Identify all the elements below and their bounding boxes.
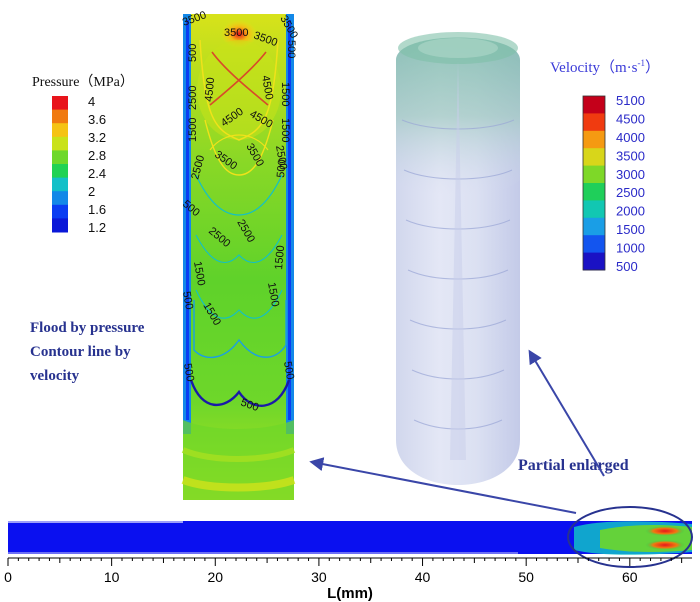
- enlarged-region-marker: [567, 506, 693, 568]
- pressure-color-swatch: [52, 177, 68, 192]
- velocity-tick-label: 2500: [616, 185, 645, 200]
- velocity-tick-label: 1000: [616, 241, 645, 256]
- x-tick-label: 30: [311, 569, 327, 585]
- pressure-legend-title: Pressure（MPa）: [32, 74, 134, 90]
- velocity-tick-label: 4000: [616, 130, 645, 145]
- contour-label: 1500: [191, 260, 207, 286]
- x-axis-label: L(mm): [327, 585, 373, 602]
- velocity-color-swatch: [583, 252, 605, 271]
- arrow-to-field: [309, 457, 577, 514]
- x-tick-label: 0: [4, 569, 12, 585]
- velocity-tick-label: 1500: [616, 222, 645, 237]
- contour-label: 500: [180, 290, 195, 310]
- velocity-color-swatch: [583, 113, 605, 132]
- full-domain-strip: [8, 506, 693, 568]
- velocity-legend-title: Velocity（m·s-1）: [550, 58, 660, 76]
- velocity-color-swatch: [583, 165, 605, 184]
- flood-line-2: Contour line by: [30, 344, 131, 360]
- contour-label: 500: [239, 397, 260, 415]
- pressure-color-swatch: [52, 123, 68, 138]
- pressure-color-swatch: [52, 150, 68, 165]
- velocity-colorbar-frame: [582, 95, 606, 271]
- pressure-color-swatch: [52, 204, 68, 219]
- x-tick-label: 20: [207, 569, 223, 585]
- x-axis-ticks: 0 10 20 30 40 50 60: [4, 558, 683, 585]
- pressure-tick-label: 3.6: [88, 112, 106, 127]
- pressure-tick-label: 3.2: [88, 130, 106, 145]
- pressure-tick-label: 1.2: [88, 220, 106, 235]
- pressure-colorbar: [52, 96, 68, 233]
- contour-label: 500: [281, 360, 296, 380]
- contour-label: 4500: [259, 74, 275, 100]
- x-axis: 0 10 20 30 40 50 60 L(mm): [4, 557, 692, 602]
- pressure-color-swatch: [52, 164, 68, 179]
- pressure-tick-label: 4: [88, 94, 95, 109]
- pressure-legend: Pressure（MPa） 4 3.6 3.2 2.8 2.4 2 1.6 1.2: [32, 74, 134, 235]
- velocity-color-swatch: [583, 235, 605, 254]
- x-tick-label: 40: [415, 569, 431, 585]
- pressure-tick-label: 1.6: [88, 202, 106, 217]
- pressure-tick-label: 2.4: [88, 166, 106, 181]
- arrow-to-cylinder: [528, 349, 605, 477]
- contour-label: 3500: [224, 27, 248, 39]
- flood-line-1: Flood by pressure: [30, 320, 145, 336]
- contour-label: 1500: [279, 118, 291, 142]
- partial-enlarged-label: Partial enlarged: [518, 457, 629, 474]
- contour-label: 500: [181, 362, 196, 382]
- flood-line-3: velocity: [30, 368, 80, 384]
- velocity-color-swatch: [583, 200, 605, 219]
- contour-label: 500: [187, 44, 199, 62]
- velocity-tick-label: 3500: [616, 148, 645, 163]
- pressure-color-swatch: [52, 96, 68, 111]
- contour-label: 1500: [187, 118, 199, 142]
- velocity-color-swatch: [583, 217, 605, 236]
- velocity-tick-label: 5100: [616, 93, 645, 108]
- contour-label: 1500: [279, 82, 291, 106]
- velocity-tick-label: 4500: [616, 111, 645, 126]
- pressure-tick-label: 2.8: [88, 148, 106, 163]
- pressure-color-swatch: [52, 191, 68, 206]
- velocity-color-swatch: [583, 148, 605, 167]
- contour-label: 2500: [273, 144, 289, 170]
- flood-annotation: Flood by pressure Contour line by veloci…: [30, 320, 145, 384]
- velocity-tick-label: 500: [616, 259, 638, 274]
- velocity-color-swatch: [583, 96, 605, 114]
- velocity-cylinder: [396, 32, 520, 485]
- pressure-contour-field: [181, 14, 296, 500]
- pressure-color-swatch: [52, 109, 68, 124]
- velocity-tick-labels: 5100 4500 4000 3500 3000 2500 2000 1500 1000 500: [616, 93, 645, 274]
- pressure-tick-label: 2: [88, 184, 95, 199]
- x-tick-label: 60: [622, 569, 638, 585]
- contour-label: 1500: [273, 245, 287, 270]
- x-tick-label: 10: [104, 569, 120, 585]
- field-hot-spot: [221, 20, 257, 48]
- contour-label: 4500: [203, 77, 217, 102]
- contour-label: 500: [275, 159, 289, 178]
- contour-label: 1500: [265, 281, 281, 307]
- velocity-colorbar: [582, 95, 606, 271]
- contour-label: 500: [285, 40, 297, 58]
- velocity-tick-label: 3000: [616, 167, 645, 182]
- pressure-tick-labels: 4 3.6 3.2 2.8 2.4 2 1.6 1.2: [88, 94, 106, 235]
- velocity-legend: Velocity（m·s-1） 5100 4500 4000 3500 3000 2500…: [550, 58, 660, 274]
- pressure-color-swatch: [52, 136, 68, 151]
- pressure-color-swatch: [52, 218, 68, 233]
- contour-label: 2500: [187, 86, 199, 110]
- x-tick-label: 50: [518, 569, 534, 585]
- velocity-color-swatch: [583, 130, 605, 149]
- velocity-tick-label: 2000: [616, 204, 645, 219]
- velocity-color-swatch: [583, 183, 605, 201]
